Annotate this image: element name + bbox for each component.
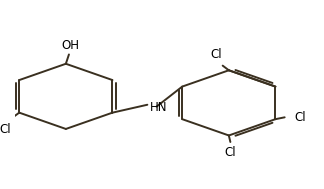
Text: OH: OH <box>62 39 79 52</box>
Text: HN: HN <box>149 101 167 114</box>
Text: Cl: Cl <box>225 146 236 159</box>
Text: Cl: Cl <box>211 48 222 61</box>
Text: Cl: Cl <box>294 111 306 124</box>
Text: Cl: Cl <box>0 123 11 136</box>
